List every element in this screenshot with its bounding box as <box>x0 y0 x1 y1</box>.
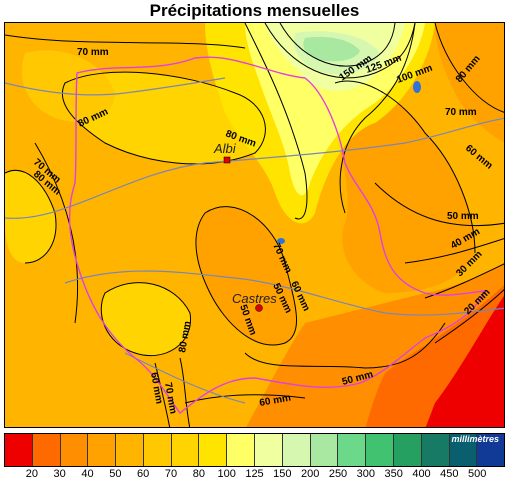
legend-tick-label: 125 <box>245 468 264 480</box>
city-albi: Albi <box>213 141 237 164</box>
legend-swatch <box>255 434 283 466</box>
city-label-castres: Castres <box>232 291 277 306</box>
legend-tick-label: 500 <box>467 468 487 480</box>
zone-60mm-east <box>335 81 475 293</box>
legend-tick-label: 50 <box>109 468 122 480</box>
river-south <box>124 352 246 404</box>
legend-unit-label: millimètres <box>451 434 499 444</box>
river-agout <box>64 270 504 316</box>
legend-swatch <box>310 434 339 466</box>
department-boundary <box>68 56 487 414</box>
legend-swatch <box>393 434 422 466</box>
isoline-80-south-loop <box>100 282 191 357</box>
isoline-label: 80 mm <box>177 320 193 353</box>
isoline-80-west <box>5 169 57 264</box>
legend-tick-label: 100 <box>217 468 236 480</box>
isoline-50-south <box>244 322 446 369</box>
isoline-60-east <box>334 80 476 254</box>
river-north <box>5 77 226 96</box>
legend-tick-label: 300 <box>356 468 376 480</box>
lake-center <box>277 238 285 244</box>
legend-swatch <box>338 434 367 466</box>
legend-swatch <box>449 434 478 466</box>
legend-tick-label: 30 <box>53 468 66 480</box>
legend-swatch <box>88 434 117 466</box>
isoline-100-north <box>244 23 308 220</box>
isoline-70-northeast <box>434 23 504 113</box>
isoline-label: 70 mm <box>77 47 109 58</box>
legend-swatch <box>60 434 89 466</box>
legend-tick-label: 60 <box>137 468 150 480</box>
legend-tick-label: 450 <box>440 468 459 480</box>
isoline-80-east <box>339 23 416 214</box>
isoline-label: 50 mm <box>447 211 479 222</box>
city-marker-albi <box>223 156 231 164</box>
isoline-125-north <box>264 23 416 79</box>
legend-swatch <box>227 434 256 466</box>
legend-swatch <box>5 434 33 466</box>
isoline-label: 60 mm <box>259 393 292 409</box>
legend-tick-label: 150 <box>273 468 292 480</box>
color-legend: millimètres <box>4 433 505 467</box>
zone-70mm-northwest <box>21 50 115 122</box>
legend-tick-label: 250 <box>328 468 348 480</box>
legend-tick-label: 40 <box>81 468 94 480</box>
isoline-70-north <box>5 34 246 49</box>
isoline-80-north-loop <box>61 71 266 165</box>
isoline-40-east <box>404 238 504 264</box>
map-svg: 70 mm 150 mm 125 mm 100 mm 80 mm 80 mm 8… <box>5 23 504 427</box>
legend-tick-label: 350 <box>384 468 403 480</box>
legend-tick-label: 80 <box>192 468 205 480</box>
isoline-60-center <box>195 206 298 346</box>
legend-tick-label: 200 <box>300 468 320 480</box>
isoline-label: 60 mm <box>148 372 164 405</box>
legend-swatch <box>171 434 200 466</box>
isoline-label: 70 mm <box>445 107 477 118</box>
isoline-50-east <box>374 182 504 227</box>
isoline-label: 70 mm <box>162 382 178 415</box>
legend-tick-label: 400 <box>412 468 431 480</box>
lake-northeast <box>413 81 421 93</box>
map-title: Précipitations mensuelles <box>149 1 360 20</box>
legend-swatch <box>421 434 450 466</box>
zone-20mm-southeast <box>425 295 504 427</box>
legend-color-bar <box>4 433 505 467</box>
legend-tick-label: 20 <box>25 468 38 480</box>
rivers <box>5 77 504 404</box>
legend-swatch <box>199 434 228 466</box>
zone-60mm-center <box>195 206 297 345</box>
legend-swatch <box>282 434 311 466</box>
river-tarn <box>5 117 504 219</box>
legend-tick-label: 70 <box>164 468 178 480</box>
precipitation-map: 70 mm 150 mm 125 mm 100 mm 80 mm 80 mm 8… <box>4 22 505 428</box>
zone-60mm-northeast <box>435 23 504 142</box>
zone-80mm-south <box>101 282 191 356</box>
legend-swatch <box>477 434 505 466</box>
isoline-70-southwest <box>179 357 191 427</box>
city-label-albi: Albi <box>213 141 237 156</box>
legend-tick-labels: 20 30 40 50 60 70 80 100 125 150 200 250 300 350 400 45… <box>4 468 505 482</box>
city-marker-castres <box>255 304 263 312</box>
legend-swatch <box>366 434 394 466</box>
isoline-60-south <box>184 394 306 404</box>
zone-250mm-north <box>303 36 360 62</box>
city-castres: Castres <box>232 291 277 312</box>
legend-swatch <box>116 434 144 466</box>
legend-swatch <box>32 434 61 466</box>
legend-swatch <box>143 434 172 466</box>
isoline-20-east <box>434 289 504 344</box>
isoline-150-north <box>279 23 396 67</box>
